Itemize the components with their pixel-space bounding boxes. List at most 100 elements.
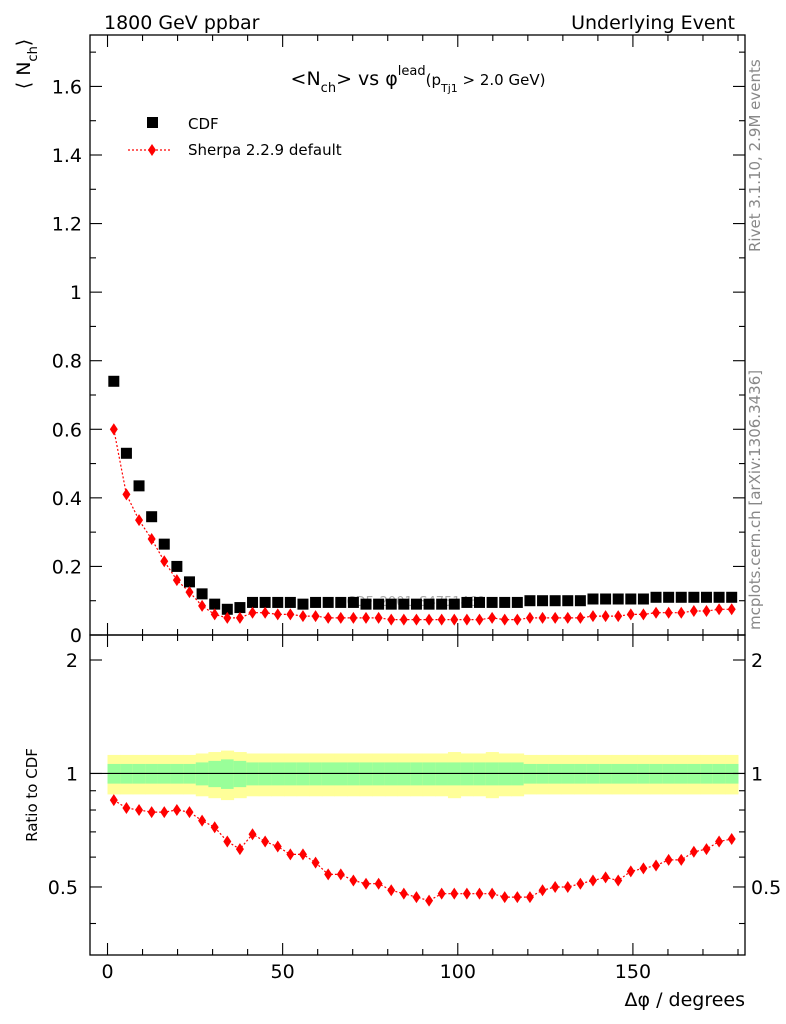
ratio-sherpa-point [664, 853, 673, 866]
sherpa-point [614, 610, 623, 623]
main-plot: CDF_2001_S4751469 00.20.40.60.811.21.41.… [13, 34, 746, 647]
ratio-sherpa-point [235, 843, 244, 856]
ratio-sherpa-point [311, 856, 320, 869]
cdf-point [511, 596, 523, 608]
cdf-point [473, 596, 485, 608]
sherpa-point [324, 611, 333, 624]
ratio-sherpa-point [500, 891, 509, 904]
ratio-xlabel: Δφ / degrees [625, 989, 746, 1011]
ratio-sherpa-point [248, 828, 257, 841]
ratio-sherpa-point [273, 840, 282, 853]
sherpa-point [525, 611, 534, 624]
sherpa-point [147, 533, 156, 545]
sherpa-point [576, 611, 585, 624]
ratio-ytick-label-right: 2 [751, 650, 763, 672]
ratio-sherpa-point [715, 835, 724, 848]
main-ytick-label: 0.4 [52, 488, 82, 510]
ratio-sherpa-point [525, 891, 534, 904]
sherpa-point [412, 613, 421, 626]
ratio-sherpa-point [689, 845, 698, 858]
ratio-sherpa-point [210, 821, 219, 834]
ratio-sherpa-point [349, 874, 358, 887]
sherpa-point [185, 586, 194, 599]
main-ytick-label: 1.6 [52, 76, 82, 98]
sherpa-point [362, 611, 371, 624]
cdf-point [537, 595, 549, 607]
plot-title: <Nch> vs φlead(pTj1 > 2.0 GeV) [291, 64, 546, 96]
ratio-sherpa-point [109, 794, 118, 807]
legend-sherpa-marker [148, 144, 156, 156]
sherpa-point [652, 606, 661, 619]
ratio-sherpa-point [336, 868, 345, 881]
ratio-xtick-label: 0 [101, 961, 113, 983]
cdf-point [612, 593, 624, 605]
cdf-point [625, 593, 637, 605]
sherpa-point [702, 605, 711, 617]
sherpa-point [715, 603, 724, 616]
sherpa-point [727, 603, 736, 616]
sherpa-point [689, 605, 698, 617]
header-right: Underlying Event [571, 12, 735, 34]
ratio-sherpa-point [198, 814, 207, 827]
ratio-sherpa-point [639, 862, 648, 875]
sherpa-point [513, 613, 522, 626]
legend-cdf-marker [147, 117, 158, 128]
sherpa-point [349, 611, 358, 624]
ratio-ytick-label-right: 1 [751, 763, 763, 785]
ratio-xtick-label: 100 [440, 961, 476, 983]
ratio-sherpa-point [412, 891, 421, 904]
ratio-sherpa-point [488, 887, 497, 900]
sherpa-point [500, 613, 509, 626]
cdf-point [385, 598, 397, 610]
sherpa-point [235, 611, 244, 624]
cdf-point [650, 591, 662, 603]
ratio-sherpa-point [588, 874, 597, 887]
ratio-sherpa-point [286, 848, 295, 861]
cdf-point [562, 595, 574, 607]
ratio-sherpa-point [437, 887, 446, 900]
sherpa-point [475, 613, 484, 626]
ratio-sherpa-point [576, 877, 585, 890]
cdf-point [347, 596, 359, 608]
ratio-sherpa-point [324, 868, 333, 881]
cdf-point [183, 576, 195, 588]
sherpa-point [160, 555, 169, 568]
cdf-point [587, 593, 599, 605]
sherpa-point [172, 574, 181, 587]
sherpa-point [538, 611, 547, 624]
cdf-point [688, 591, 700, 603]
cdf-point [486, 596, 498, 608]
ratio-sherpa-point [563, 880, 572, 893]
sherpa-point [399, 613, 408, 626]
cdf-point [398, 598, 410, 610]
ratio-sherpa-point [626, 865, 635, 878]
sherpa-point [261, 606, 270, 619]
cdf-point [663, 591, 675, 603]
cdf-point [436, 598, 448, 610]
sherpa-point [109, 423, 118, 436]
ratio-sherpa-point [185, 806, 194, 819]
ratio-sherpa-point [122, 801, 131, 814]
cdf-point [499, 596, 511, 608]
cdf-point [259, 596, 271, 608]
ratio-sherpa-point [147, 806, 156, 819]
cdf-point [120, 447, 132, 459]
ratio-sherpa-point [677, 853, 686, 866]
ratio-xtick-label: 50 [271, 961, 295, 983]
ratio-sherpa-point [261, 835, 270, 848]
sherpa-point [374, 611, 383, 624]
cdf-point [146, 511, 158, 523]
ratio-plot: 0.5 0.5 1 1 2 2 0 50 100 150 Ratio to CDF Δφ / d… [23, 634, 781, 1011]
main-ytick-label: 0.8 [52, 351, 82, 373]
cdf-point [700, 591, 712, 603]
cdf-point [158, 538, 170, 550]
cdf-point [234, 602, 246, 614]
cdf-point [410, 598, 422, 610]
ratio-ytick-label: 0.5 [48, 877, 78, 899]
cdf-point [360, 598, 372, 610]
ratio-xtick-label: 150 [615, 961, 651, 983]
header-left: 1800 GeV ppbar [104, 12, 260, 34]
cdf-point [310, 596, 322, 608]
sherpa-point [248, 606, 257, 619]
